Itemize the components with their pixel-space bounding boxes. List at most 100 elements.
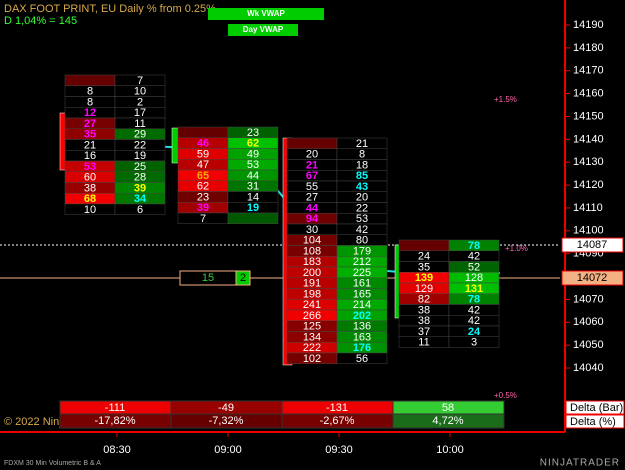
time-label: 08:30 — [103, 444, 131, 456]
footprint-cell — [177, 126, 229, 138]
price-label: 14110 — [573, 202, 603, 214]
footprint-cell — [286, 137, 338, 149]
footprint-value: 31 — [247, 181, 259, 193]
footprint-value: 12 — [84, 107, 96, 119]
footprint-value: 56 — [356, 353, 368, 365]
footprint-value: 165 — [353, 288, 371, 300]
footprint-value: 49 — [247, 148, 259, 160]
price-label: 14060 — [573, 316, 604, 328]
footprint-value: 43 — [356, 181, 368, 193]
footprint-value: 21 — [84, 139, 96, 151]
price-label: 14160 — [573, 88, 604, 100]
subtitle: D 1,04% = 145 — [4, 15, 77, 27]
footprint-value: 10 — [84, 204, 96, 216]
footprint-value: 23 — [247, 127, 259, 139]
delta-value: -49 — [218, 402, 234, 414]
footprint-cell — [398, 239, 450, 251]
price-label: 14120 — [573, 179, 604, 191]
volume-box — [235, 270, 251, 286]
footprint-value: 241 — [303, 299, 321, 311]
price-label: 14180 — [573, 42, 604, 54]
price-label: 14130 — [573, 156, 604, 168]
footprint-value: 8 — [359, 149, 365, 161]
footprint-value: 37 — [418, 326, 430, 338]
footprint-value: 179 — [353, 245, 371, 257]
button[interactable] — [208, 8, 324, 20]
button-label[interactable]: Day VWAP — [243, 25, 284, 34]
footprint-value: 52 — [468, 261, 480, 273]
footprint-value: 136 — [353, 321, 371, 333]
footprint-value: 67 — [306, 170, 318, 182]
footprint-value: 11 — [418, 337, 429, 349]
footprint-value: 59 — [197, 148, 209, 160]
footprint-value: 30 — [306, 224, 318, 236]
footprint-value: 20 — [356, 192, 368, 204]
delta-pct: -17,82% — [95, 415, 136, 427]
footprint-value: 108 — [303, 245, 321, 257]
footprint-value: 42 — [468, 315, 480, 327]
footprint-value: 21 — [306, 159, 318, 171]
footprint-value: 47 — [197, 159, 209, 171]
volume-box-label: 2 — [240, 272, 246, 284]
footprint-value: 55 — [306, 181, 318, 193]
footprint-value: 8 — [87, 86, 93, 98]
footprint-value: 214 — [353, 299, 371, 311]
footprint-value: 39 — [134, 182, 146, 194]
footprint-value: 39 — [197, 202, 209, 214]
footprint-value: 78 — [468, 294, 480, 306]
footprint-value: 42 — [468, 251, 480, 263]
delta-cell — [392, 413, 505, 429]
footprint-value: 139 — [415, 272, 433, 284]
price-marker — [561, 270, 624, 286]
footprint-value: 161 — [353, 278, 371, 290]
button-label[interactable]: Wk VWAP — [247, 9, 285, 18]
footprint-value: 3 — [471, 337, 477, 349]
footprint-value: 129 — [415, 283, 433, 295]
row-label-box — [565, 414, 625, 429]
annotation: +0.5% — [494, 391, 517, 400]
footprint-value: 200 — [303, 267, 321, 279]
footprint-value: 85 — [356, 170, 368, 182]
delta-pct: -2,67% — [320, 415, 355, 427]
footprint-value: 23 — [197, 191, 209, 203]
title: DAX FOOT PRINT, EU Daily % from 0.25% — [4, 3, 216, 15]
footprint-value: 44 — [247, 170, 259, 182]
delta-pct: -7,32% — [209, 415, 244, 427]
footprint-value: 38 — [84, 182, 96, 194]
footprint-value: 10 — [134, 86, 146, 98]
annotation: +1.5% — [494, 95, 517, 104]
footprint-value: 65 — [197, 170, 209, 182]
footprint-value: 22 — [356, 202, 368, 214]
footprint-value: 62 — [247, 138, 259, 150]
delta-pct: 4,72% — [432, 415, 463, 427]
footprint-value: 7 — [200, 213, 206, 225]
footprint-value: 46 — [197, 138, 209, 150]
footprint-value: 212 — [353, 256, 371, 268]
row-label-box — [565, 400, 625, 415]
instrument: FDXM 30 Min Volumetric B & A — [4, 460, 101, 467]
footprint-value: 225 — [353, 267, 371, 279]
footprint-value: 53 — [247, 159, 259, 171]
footprint-value: 94 — [306, 213, 319, 225]
footprint-value: 16 — [84, 150, 96, 162]
button[interactable] — [228, 24, 298, 36]
price-label: 14190 — [573, 19, 604, 31]
footprint-value: 80 — [356, 235, 368, 247]
footprint-value: 62 — [197, 181, 209, 193]
footprint-value: 17 — [134, 107, 146, 119]
price-label: 14170 — [573, 65, 604, 77]
footprint-value: 183 — [303, 256, 321, 268]
footprint-value: 38 — [418, 315, 430, 327]
footprint-value: 163 — [353, 331, 371, 343]
logo: NINJATRADER — [540, 458, 620, 469]
footprint-value: 102 — [303, 353, 321, 365]
price-marker-label: 14072 — [577, 272, 608, 284]
footprint-cell — [336, 352, 388, 364]
footprint-value: 35 — [418, 261, 430, 273]
footprint-value: 60 — [84, 172, 96, 184]
footprint-value: 53 — [356, 213, 368, 225]
footprint-value: 25 — [134, 161, 146, 173]
footprint-value: 191 — [303, 278, 321, 290]
footprint-cell — [227, 212, 279, 224]
footprint-value: 176 — [353, 342, 371, 354]
